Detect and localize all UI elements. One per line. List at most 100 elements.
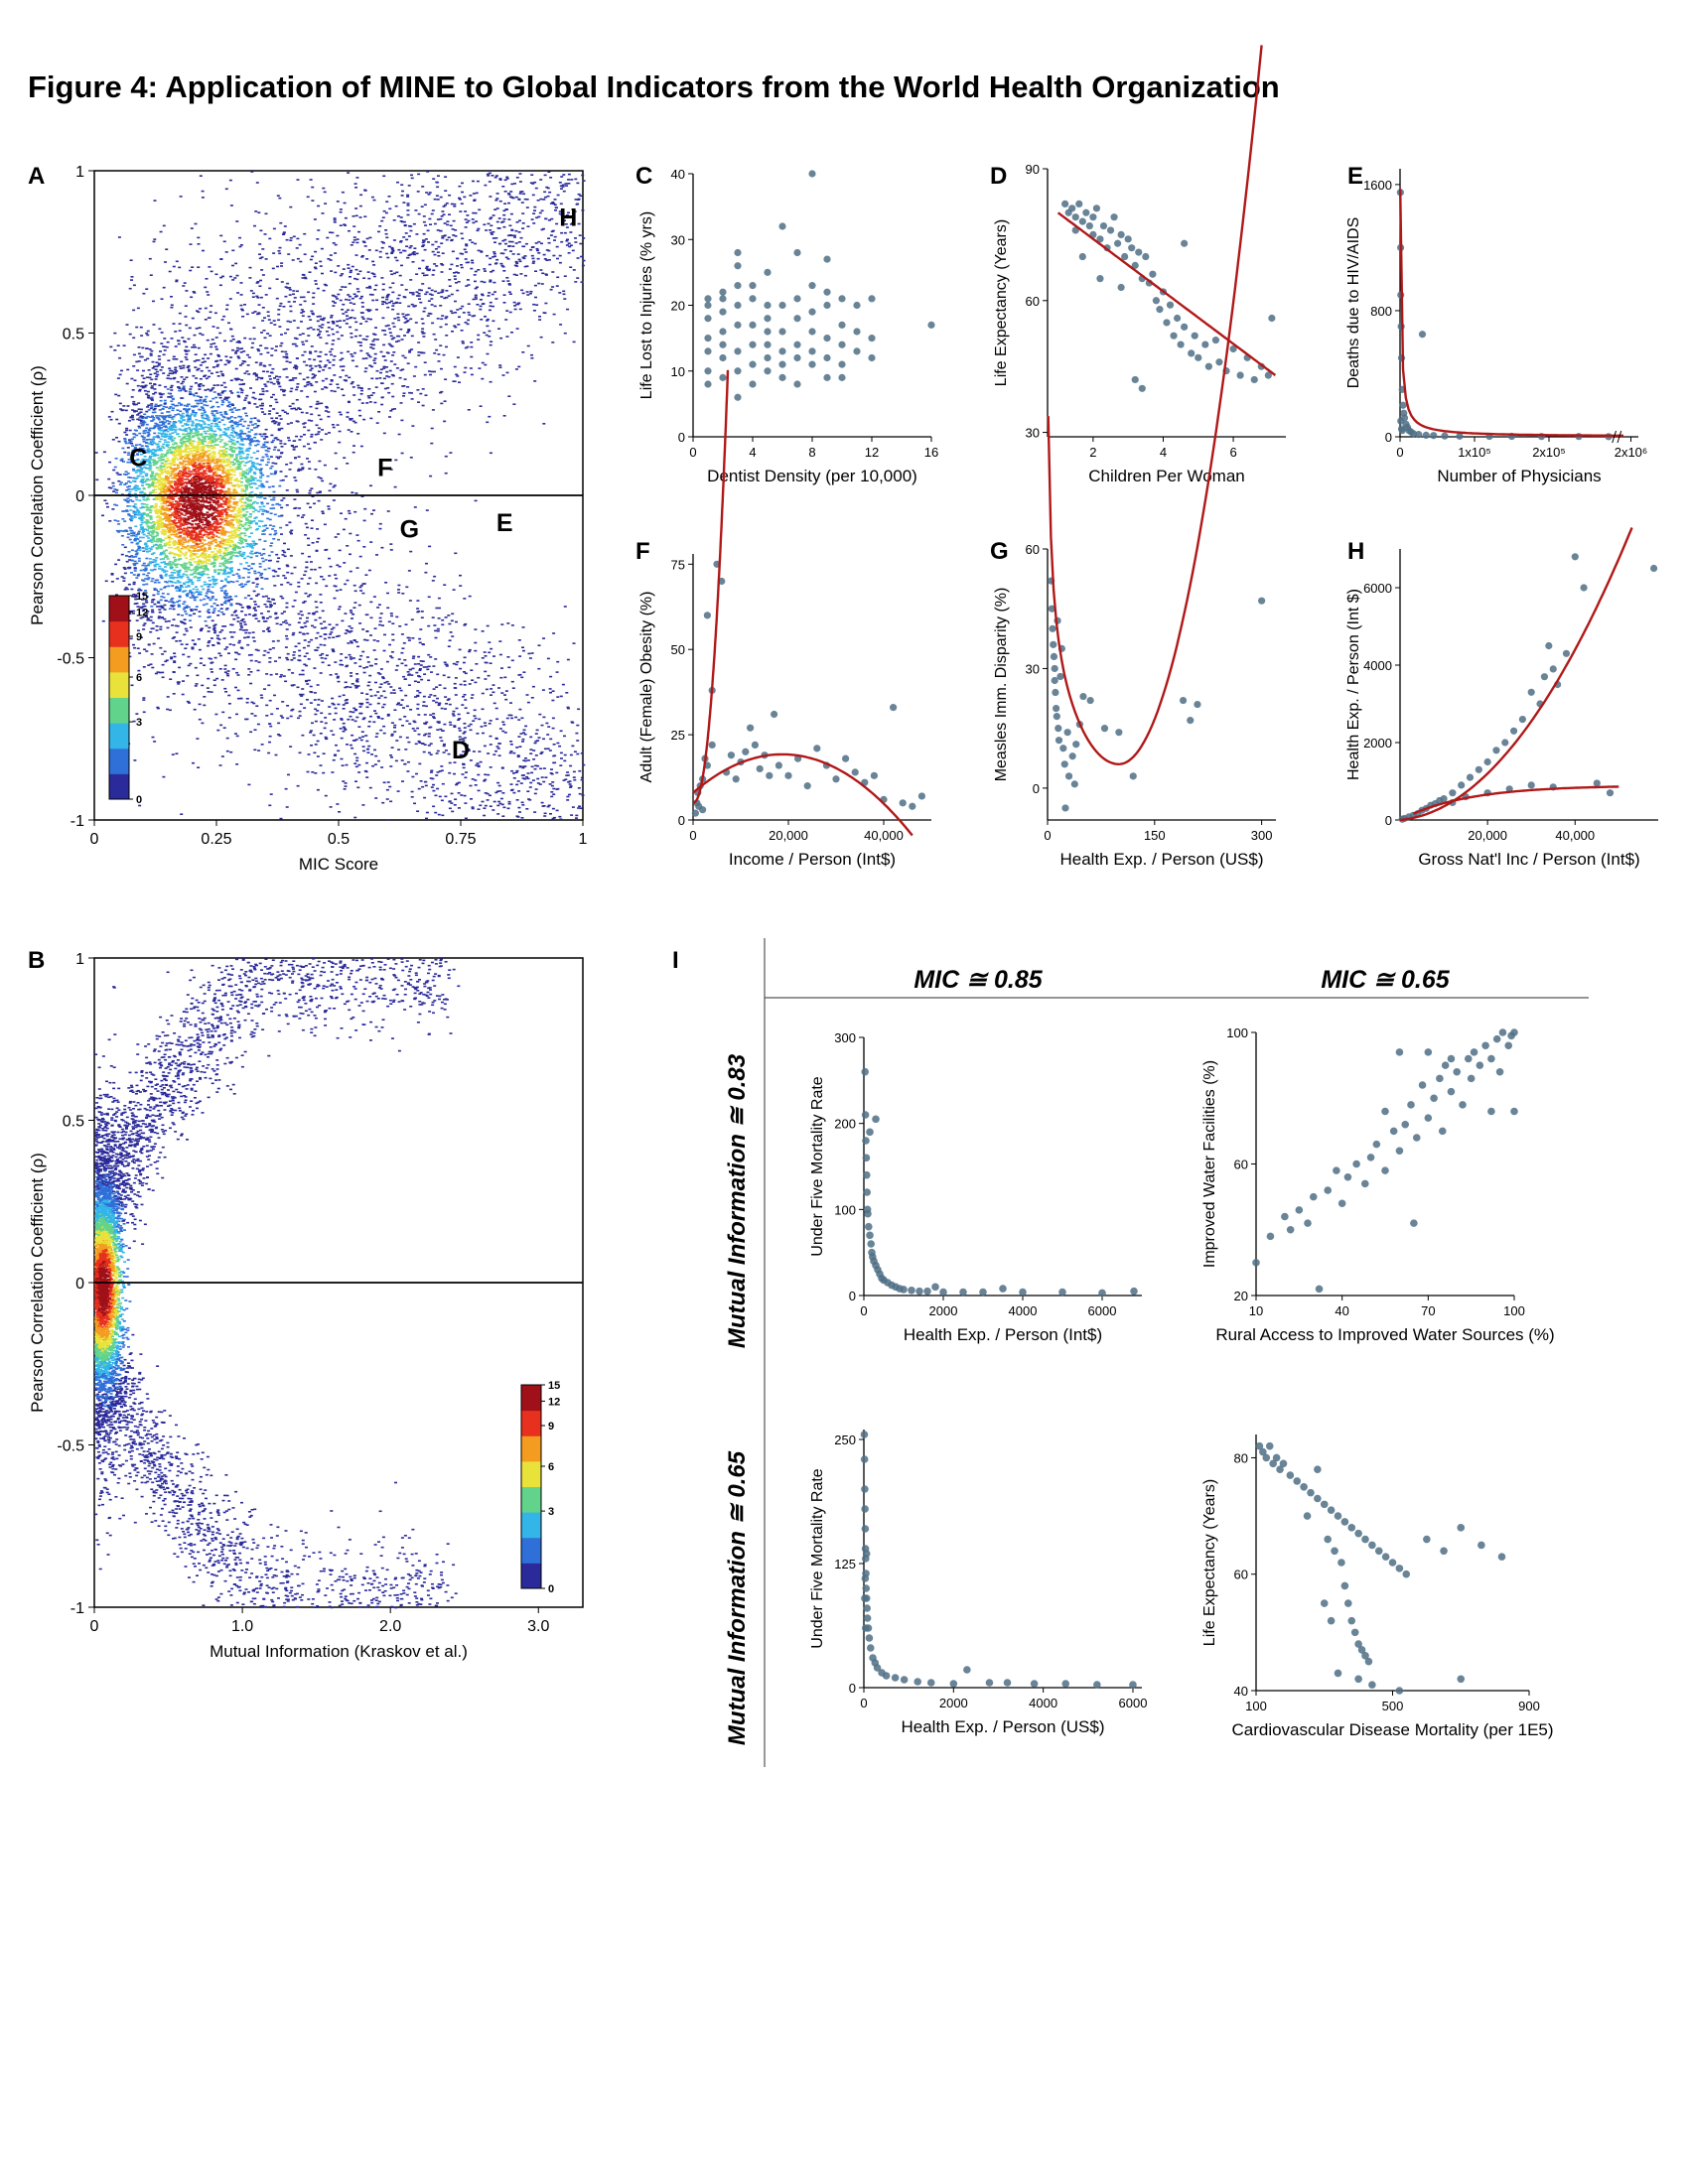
density-cell <box>533 209 536 211</box>
density-cell <box>183 465 186 468</box>
density-cell <box>564 778 568 780</box>
density-cell <box>565 692 569 694</box>
density-cell <box>195 446 198 448</box>
panel-label-E: E <box>1347 163 1363 190</box>
density-cell <box>525 775 528 778</box>
density-cell <box>181 543 185 545</box>
density-cell <box>199 452 203 455</box>
density-cell <box>517 241 521 243</box>
density-cell <box>365 656 369 658</box>
density-cell <box>127 477 131 478</box>
density-cell <box>245 511 249 513</box>
density-cell <box>170 338 174 340</box>
density-cell <box>205 414 209 416</box>
density-cell <box>118 356 122 359</box>
density-cell <box>123 483 127 485</box>
density-cell <box>201 684 205 687</box>
density-cell <box>218 284 222 287</box>
density-cell <box>277 449 281 452</box>
density-cell <box>254 373 258 375</box>
density-cell <box>413 506 417 508</box>
density-cell <box>199 533 203 536</box>
density-cell <box>192 553 196 555</box>
density-cell <box>187 578 191 581</box>
density-cell <box>463 371 467 373</box>
density-cell <box>420 289 423 292</box>
density-cell <box>172 527 176 529</box>
density-cell <box>280 584 284 586</box>
density-cell <box>464 622 468 625</box>
density-cell <box>434 339 438 341</box>
density-cell <box>211 430 215 433</box>
density-cell <box>411 775 415 778</box>
density-cell <box>260 502 264 505</box>
density-cell <box>186 411 189 413</box>
density-cell <box>210 372 213 374</box>
density-cell <box>563 606 567 608</box>
density-cell <box>430 298 434 300</box>
density-cell <box>231 348 234 351</box>
density-cell <box>481 630 485 632</box>
density-cell <box>539 179 543 181</box>
density-cell <box>285 355 289 358</box>
density-cell <box>311 377 315 379</box>
density-cell <box>224 476 228 478</box>
density-cell <box>223 569 226 572</box>
density-cell <box>125 429 129 432</box>
density-cell <box>121 544 125 546</box>
density-cell <box>218 554 222 557</box>
density-cell <box>286 717 290 720</box>
density-cell <box>244 477 247 478</box>
density-cell <box>270 542 274 544</box>
density-cell <box>232 531 236 533</box>
density-cell <box>488 292 492 294</box>
density-cell <box>396 181 399 184</box>
density-cell <box>156 671 160 673</box>
density-cell <box>218 485 222 487</box>
density-cell <box>283 551 287 554</box>
density-cell <box>189 393 192 395</box>
density-cell <box>145 475 148 478</box>
density-cell <box>174 535 178 537</box>
density-cell <box>423 274 426 277</box>
density-cell <box>358 586 362 589</box>
density-cell <box>381 301 385 303</box>
density-cell <box>186 576 190 579</box>
density-cell <box>265 595 268 598</box>
density-cell <box>244 540 248 542</box>
density-cell <box>124 587 128 589</box>
density-cell <box>255 487 259 489</box>
density-cell <box>235 274 239 277</box>
density-cell <box>517 231 521 233</box>
density-cell <box>384 211 388 214</box>
density-cell <box>223 493 227 495</box>
density-cell <box>190 463 194 465</box>
density-cell <box>399 328 403 331</box>
density-cell <box>228 298 232 300</box>
density-cell <box>207 426 211 429</box>
panel-label-A: A <box>28 163 45 190</box>
density-cell <box>148 468 152 470</box>
density-cell <box>469 367 473 369</box>
density-cell <box>306 632 310 635</box>
density-cell <box>157 545 161 547</box>
density-cell <box>377 411 381 413</box>
density-cell <box>137 408 141 410</box>
density-cell <box>218 565 222 567</box>
density-cell <box>216 392 220 395</box>
density-cell <box>508 234 512 236</box>
density-cell <box>474 779 478 781</box>
density-cell <box>201 560 205 563</box>
density-cell <box>327 415 331 418</box>
density-cell <box>208 481 211 483</box>
density-cell <box>235 713 238 716</box>
density-cell <box>453 726 457 728</box>
density-cell <box>346 579 350 582</box>
density-cell <box>94 452 98 454</box>
density-cell <box>329 254 333 256</box>
density-cell <box>261 508 265 511</box>
density-cell <box>457 807 461 809</box>
density-cell <box>562 290 566 293</box>
density-cell <box>310 638 314 641</box>
density-cell <box>244 458 248 460</box>
